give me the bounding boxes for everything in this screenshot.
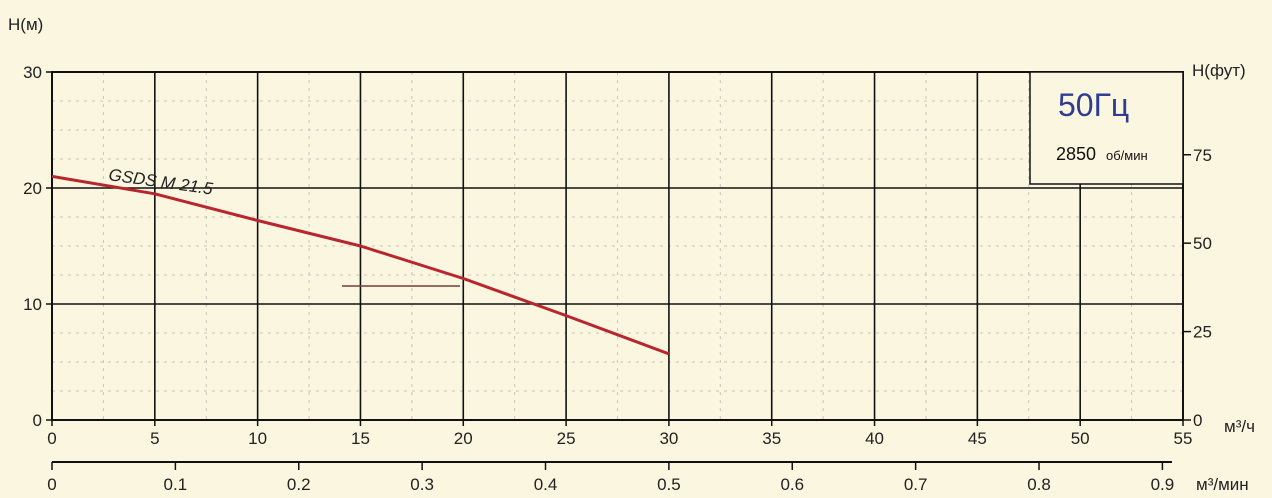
left-axis-ticks: 0 10 20 30 <box>23 63 52 430</box>
x-m3min-tick-label: 0.2 <box>287 475 311 494</box>
x-axis-m3min-ticks: 0 0.1 0.2 0.3 0.4 0.5 0.6 0.7 0.8 0.9 <box>47 462 1174 494</box>
right-tick-label: 50 <box>1193 234 1212 253</box>
x-m3h-tick-label: 5 <box>150 429 159 448</box>
x-m3min-tick-label: 0.4 <box>534 475 558 494</box>
x-m3h-tick-label: 45 <box>968 429 987 448</box>
x-m3h-tick-label: 25 <box>557 429 576 448</box>
x-m3h-tick-label: 50 <box>1071 429 1090 448</box>
x-m3h-tick-label: 20 <box>454 429 473 448</box>
x-m3min-tick-label: 0.6 <box>780 475 804 494</box>
x-m3min-tick-label: 0.7 <box>904 475 928 494</box>
speed-unit: об/мин <box>1106 148 1148 163</box>
plot-frame <box>51 71 1184 421</box>
x-m3min-tick-label: 0.1 <box>164 475 188 494</box>
right-tick-label: 25 <box>1193 323 1212 342</box>
left-tick-label: 10 <box>23 295 42 314</box>
x-axis-m3h-ticks: 0 5 10 15 20 25 30 35 40 45 50 55 <box>47 420 1192 448</box>
frequency-label: 50Гц <box>1058 87 1129 123</box>
x-m3min-tick-label: 0.8 <box>1027 475 1051 494</box>
x-m3h-tick-label: 30 <box>659 429 678 448</box>
x-axis-m3min-title: м³/мин <box>1196 475 1249 494</box>
right-axis-ticks: 0 25 50 75 <box>1183 146 1212 430</box>
x-axis-m3h-title: м³/ч <box>1224 417 1255 436</box>
x-m3min-tick-label: 0 <box>47 475 56 494</box>
left-tick-label: 0 <box>33 411 42 430</box>
right-tick-label: 75 <box>1193 146 1212 165</box>
x-m3min-tick-label: 0.9 <box>1151 475 1175 494</box>
left-tick-label: 20 <box>23 179 42 198</box>
minor-grid <box>52 72 1183 420</box>
x-m3h-tick-label: 0 <box>47 429 56 448</box>
right-axis-title: H(фут) <box>1192 61 1246 80</box>
series-layer <box>51 174 670 356</box>
x-m3h-tick-label: 10 <box>248 429 267 448</box>
x-m3min-tick-label: 0.3 <box>410 475 434 494</box>
series-label-gsds-m-21-5: GSDS M 21.5 <box>107 165 214 198</box>
info-box <box>1029 71 1184 185</box>
x-m3h-tick-label: 40 <box>865 429 884 448</box>
left-axis-title: H(м) <box>8 15 43 34</box>
left-tick-label: 30 <box>23 63 42 82</box>
x-m3h-tick-label: 55 <box>1174 429 1193 448</box>
x-m3h-tick-label: 35 <box>762 429 781 448</box>
right-tick-label: 0 <box>1193 411 1202 430</box>
x-m3h-tick-label: 15 <box>351 429 370 448</box>
x-m3min-tick-label: 0.5 <box>657 475 681 494</box>
speed-value: 2850 <box>1056 144 1096 164</box>
